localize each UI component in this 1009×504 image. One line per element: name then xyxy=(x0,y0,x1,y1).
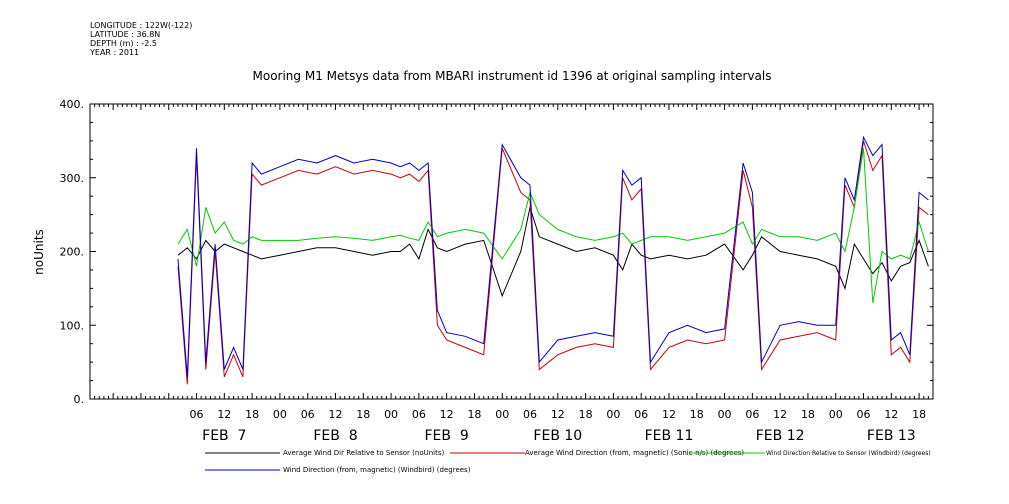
day-labels: FEB 7 FEB 8 FEB 9 FEB 10 FEB 11 FEB 12 FEB 13 xyxy=(202,428,916,444)
meta-latitude: LATITUDE : 36.8N xyxy=(90,30,161,39)
x-tick-label: 12 xyxy=(884,408,898,421)
legend-label: Average Wind Direction (from, magnetic) … xyxy=(525,449,744,457)
x-tick-label: 06 xyxy=(190,408,204,421)
x-tick-label: 06 xyxy=(412,408,426,421)
x-tick-label: 06 xyxy=(523,408,537,421)
x-tick-label: 18 xyxy=(690,408,704,421)
day-label: FEB 13 xyxy=(867,428,916,444)
x-tick-label: 18 xyxy=(467,408,481,421)
x-tick-label: 06 xyxy=(745,408,759,421)
x-tick-label: 06 xyxy=(634,408,648,421)
y-tick-label: 100. xyxy=(60,319,85,332)
x-tick-label: 18 xyxy=(245,408,259,421)
y-ticks: 0. 100. 200. 300. 400. xyxy=(60,98,933,406)
legend: Average Wind Dir Relative to Sensor (noU… xyxy=(205,449,931,474)
x-tick-label: 12 xyxy=(328,408,342,421)
day-label: FEB 11 xyxy=(645,428,694,444)
x-tick-label: 00 xyxy=(495,408,509,421)
series-line-3 xyxy=(177,148,929,304)
day-label: FEB 8 xyxy=(313,428,357,444)
y-tick-label: 200. xyxy=(60,246,85,259)
series-lines xyxy=(177,135,929,385)
y-axis-label: noUnits xyxy=(32,229,46,275)
day-label: FEB 9 xyxy=(424,428,468,444)
legend-label: Wind Direction (from, magnetic) (Windbir… xyxy=(283,466,471,474)
y-tick-label: 300. xyxy=(60,172,85,185)
x-tick-label: 00 xyxy=(718,408,732,421)
x-ticks: 06 12 18 00 06 12 18 00 06 12 18 00 06 12 18 00 06 12 18 00… xyxy=(89,104,934,421)
day-label: FEB 7 xyxy=(202,428,246,444)
x-tick-label: 12 xyxy=(551,408,565,421)
x-tick-label: 00 xyxy=(273,408,287,421)
series-line-2 xyxy=(177,140,929,385)
day-label: FEB 10 xyxy=(533,428,582,444)
x-tick-label: 00 xyxy=(606,408,620,421)
day-label: FEB 12 xyxy=(756,428,805,444)
x-tick-label: 12 xyxy=(662,408,676,421)
legend-label: Average Wind Dir Relative to Sensor (noU… xyxy=(283,449,444,457)
meta-depth: DEPTH (m) : -2.5 xyxy=(90,39,157,48)
chart-title: Mooring M1 Metsys data from MBARI instru… xyxy=(253,69,772,83)
series-line-1 xyxy=(177,205,929,298)
x-tick-label: 18 xyxy=(912,408,926,421)
series-line-4 xyxy=(177,135,929,377)
x-tick-label: 12 xyxy=(217,408,231,421)
legend-label: Wind Direction Relative to Sensor (Windb… xyxy=(766,450,931,457)
x-tick-label: 06 xyxy=(301,408,315,421)
x-tick-label: 18 xyxy=(579,408,593,421)
y-tick-label: 400. xyxy=(60,98,85,111)
plot-frame xyxy=(89,103,934,400)
x-tick-label: 12 xyxy=(773,408,787,421)
x-tick-label: 00 xyxy=(829,408,843,421)
x-tick-label: 06 xyxy=(857,408,871,421)
x-tick-label: 18 xyxy=(801,408,815,421)
meta-longitude: LONGITUDE : 122W(-122) xyxy=(90,21,193,30)
x-tick-label: 18 xyxy=(356,408,370,421)
x-tick-label: 00 xyxy=(384,408,398,421)
meta-year: YEAR : 2011 xyxy=(90,48,140,57)
y-tick-label: 0. xyxy=(74,393,85,406)
x-tick-label: 12 xyxy=(440,408,454,421)
